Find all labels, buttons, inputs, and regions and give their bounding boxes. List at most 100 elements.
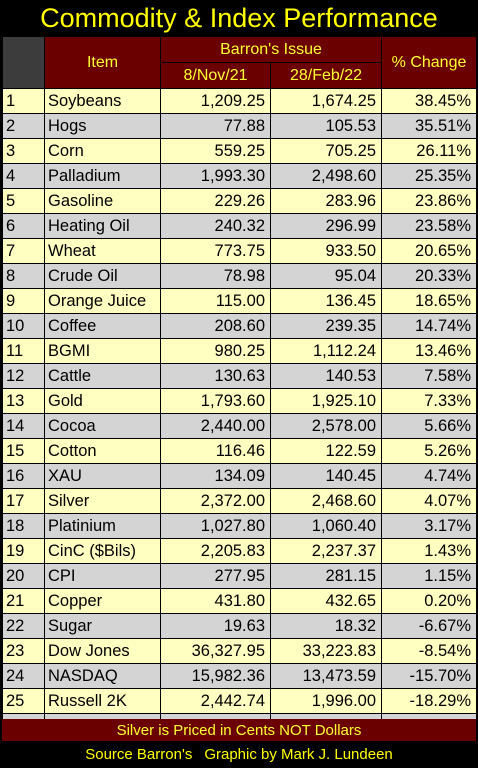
value-nov-cell: 1,209.25 xyxy=(160,88,271,114)
rank-cell: 25 xyxy=(2,688,45,714)
table-row: 17 Silver 2,372.00 2,468.60 4.07% xyxy=(2,488,478,514)
value-feb-cell: 705.25 xyxy=(269,138,383,164)
value-feb-cell: 1,925.10 xyxy=(269,388,383,414)
item-cell: NASDAQ xyxy=(44,663,161,689)
rank-cell: 8 xyxy=(2,263,45,289)
item-cell: Corn xyxy=(44,138,161,164)
rank-cell: 18 xyxy=(2,513,45,539)
value-nov-cell: 2,442.74 xyxy=(160,688,271,714)
item-cell: Silver xyxy=(44,488,161,514)
table-row: 12 Cattle 130.63 140.53 7.58% xyxy=(2,363,478,389)
value-feb-cell: 33,223.83 xyxy=(269,638,383,664)
item-cell: Sugar xyxy=(44,613,161,639)
value-feb-cell: 2,468.60 xyxy=(269,488,383,514)
item-cell: Russell 2K xyxy=(44,688,161,714)
value-nov-cell: 208.60 xyxy=(160,313,271,339)
rank-cell: 3 xyxy=(2,138,45,164)
rank-cell: 7 xyxy=(2,238,45,264)
value-feb-cell: 296.99 xyxy=(269,213,383,239)
value-feb-cell: 432.65 xyxy=(269,588,383,614)
value-feb-cell: 140.45 xyxy=(269,463,383,489)
item-cell: Platinium xyxy=(44,513,161,539)
value-feb-cell: 105.53 xyxy=(269,113,383,139)
table-row: 8 Crude Oil 78.98 95.04 20.33% xyxy=(2,263,478,289)
value-nov-cell: 134.09 xyxy=(160,463,271,489)
table-row: 20 CPI 277.95 281.15 1.15% xyxy=(2,563,478,589)
value-nov-cell: 1,793.60 xyxy=(160,388,271,414)
value-nov-cell: 2,440.00 xyxy=(160,413,271,439)
value-nov-cell: 980.25 xyxy=(160,338,271,364)
table-row: 18 Platinium 1,027.80 1,060.40 3.17% xyxy=(2,513,478,539)
item-cell: Soybeans xyxy=(44,88,161,114)
rank-cell: 22 xyxy=(2,613,45,639)
value-feb-cell: 122.59 xyxy=(269,438,383,464)
item-cell: Heating Oil xyxy=(44,213,161,239)
change-cell: 4.07% xyxy=(381,488,478,514)
change-cell: 26.11% xyxy=(381,138,478,164)
credit-text: Graphic by Mark J. Lundeen xyxy=(204,745,393,763)
value-nov-cell: 773.75 xyxy=(160,238,271,264)
change-cell: 5.66% xyxy=(381,413,478,439)
rank-cell: 9 xyxy=(2,288,45,314)
rank-cell: 4 xyxy=(2,163,45,189)
value-nov-cell: 1,027.80 xyxy=(160,513,271,539)
item-cell: Dow Jones xyxy=(44,638,161,664)
change-cell: 3.17% xyxy=(381,513,478,539)
value-nov-cell: 19.63 xyxy=(160,613,271,639)
item-cell: Orange Juice xyxy=(44,288,161,314)
value-feb-cell: 140.53 xyxy=(269,363,383,389)
item-cell: Coffee xyxy=(44,313,161,339)
table-row: 7 Wheat 773.75 933.50 20.65% xyxy=(2,238,478,264)
value-feb-cell: 136.45 xyxy=(269,288,383,314)
value-nov-cell: 1,993.30 xyxy=(160,163,271,189)
item-cell: XAU xyxy=(44,463,161,489)
item-cell: Cattle xyxy=(44,363,161,389)
table-row: 11 BGMI 980.25 1,112.24 13.46% xyxy=(2,338,478,364)
table-row: 13 Gold 1,793.60 1,925.10 7.33% xyxy=(2,388,478,414)
date1-header: 8/Nov/21 xyxy=(160,62,271,89)
value-nov-cell: 277.95 xyxy=(160,563,271,589)
item-cell: Palladium xyxy=(44,163,161,189)
table-row: 16 XAU 134.09 140.45 4.74% xyxy=(2,463,478,489)
value-nov-cell: 15,982.36 xyxy=(160,663,271,689)
item-cell: Copper xyxy=(44,588,161,614)
table-row: 24 NASDAQ 15,982.36 13,473.59 -15.70% xyxy=(2,663,478,689)
value-feb-cell: 18.32 xyxy=(269,613,383,639)
rank-cell: 13 xyxy=(2,388,45,414)
item-cell: Gold xyxy=(44,388,161,414)
table-row: 10 Coffee 208.60 239.35 14.74% xyxy=(2,313,478,339)
page-title: Commodity & Index Performance xyxy=(40,2,438,33)
item-cell: Hogs xyxy=(44,113,161,139)
change-cell: 25.35% xyxy=(381,163,478,189)
change-cell: -15.70% xyxy=(381,663,478,689)
rank-cell: 15 xyxy=(2,438,45,464)
item-header: Item xyxy=(44,36,161,89)
change-cell: 1.43% xyxy=(381,538,478,564)
change-header: % Change xyxy=(381,36,478,89)
value-feb-cell: 13,473.59 xyxy=(269,663,383,689)
rank-cell: 2 xyxy=(2,113,45,139)
rank-cell: 24 xyxy=(2,663,45,689)
value-feb-cell: 1,674.25 xyxy=(269,88,383,114)
date2-header: 28/Feb/22 xyxy=(269,62,383,89)
value-nov-cell: 559.25 xyxy=(160,138,271,164)
item-cell: Crude Oil xyxy=(44,263,161,289)
rank-cell: 1 xyxy=(2,88,45,114)
value-feb-cell: 1,112.24 xyxy=(269,338,383,364)
rank-cell: 12 xyxy=(2,363,45,389)
table-row: 25 Russell 2K 2,442.74 1,996.00 -18.29% xyxy=(2,688,478,714)
value-feb-cell: 1,996.00 xyxy=(269,688,383,714)
table-row: 14 Cocoa 2,440.00 2,578.00 5.66% xyxy=(2,413,478,439)
table-row: 4 Palladium 1,993.30 2,498.60 25.35% xyxy=(2,163,478,189)
item-cell: BGMI xyxy=(44,338,161,364)
value-feb-cell: 933.50 xyxy=(269,238,383,264)
table-row: 9 Orange Juice 115.00 136.45 18.65% xyxy=(2,288,478,314)
table-row: 2 Hogs 77.88 105.53 35.51% xyxy=(2,113,478,139)
change-cell: -18.29% xyxy=(381,688,478,714)
change-cell: 1.15% xyxy=(381,563,478,589)
rank-cell: 21 xyxy=(2,588,45,614)
table-row: 6 Heating Oil 240.32 296.99 23.58% xyxy=(2,213,478,239)
change-cell: 7.58% xyxy=(381,363,478,389)
value-feb-cell: 2,578.00 xyxy=(269,413,383,439)
item-cell: Wheat xyxy=(44,238,161,264)
